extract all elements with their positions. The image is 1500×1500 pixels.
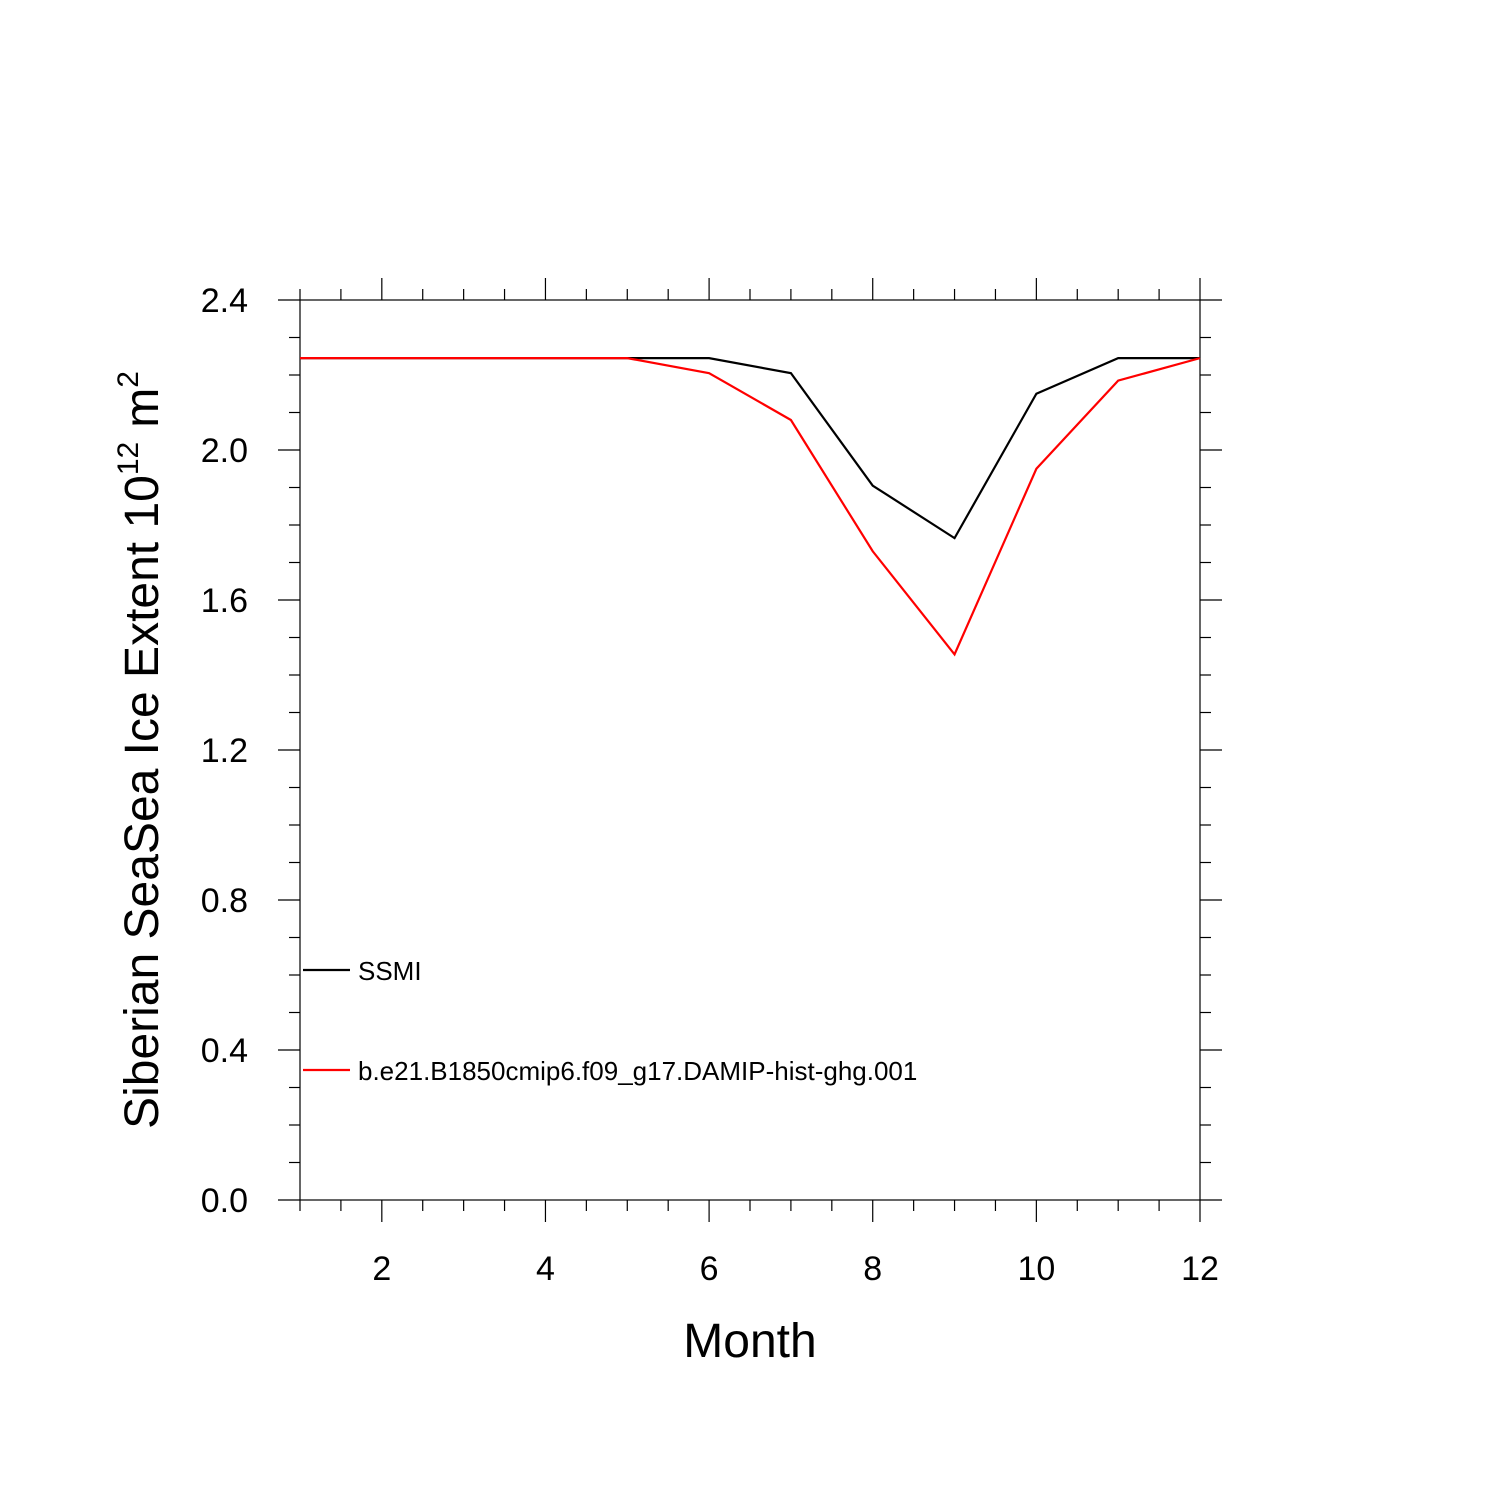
major-ticks: [278, 278, 1222, 1222]
y-axis-title-exponent: 12: [112, 442, 145, 475]
legend-label-ssmi: SSMI: [358, 956, 422, 986]
y-tick-label: 0.4: [201, 1032, 248, 1070]
y-tick-label: 1.6: [201, 582, 248, 620]
y-tick-label: 2.4: [201, 282, 248, 320]
x-axis-title: Month: [683, 1315, 816, 1368]
y-axis-title-unit: m: [116, 388, 169, 428]
y-tick-label: 0.8: [201, 882, 248, 920]
y-tick-labels: 0.0 0.4 0.8 1.2 1.6 2.0 2.4: [201, 282, 248, 1220]
x-tick-label: 8: [863, 1250, 882, 1288]
x-tick-label: 4: [536, 1250, 555, 1288]
x-tick-label: 10: [1017, 1250, 1055, 1288]
series-line-0: [300, 357, 1200, 540]
legend: SSMI b.e21.B1850cmip6.f09_g17.DAMIP-hist…: [303, 956, 917, 1086]
plot-frame: [299, 299, 1201, 1201]
y-tick-label: 0.0: [201, 1182, 248, 1220]
series-line-1: [300, 357, 1201, 657]
y-axis-title: Siberian SeaSea Ice Extent 1012 m2: [112, 371, 169, 1129]
y-axis-title-unit-exponent: 2: [112, 371, 145, 388]
series-layer: [299, 357, 1201, 657]
x-tick-labels: 2 4 6 8 10 12: [372, 1250, 1219, 1288]
x-tick-label: 12: [1181, 1250, 1219, 1288]
x-tick-label: 6: [700, 1250, 719, 1288]
y-tick-label: 1.2: [201, 732, 248, 770]
minor-ticks: [289, 289, 1211, 1211]
legend-label-model: b.e21.B1850cmip6.f09_g17.DAMIP-hist-ghg.…: [358, 1056, 917, 1086]
x-tick-label: 2: [372, 1250, 391, 1288]
y-axis-title-main: Siberian SeaSea Ice Extent 10: [116, 475, 169, 1129]
y-tick-label: 2.0: [201, 432, 248, 470]
